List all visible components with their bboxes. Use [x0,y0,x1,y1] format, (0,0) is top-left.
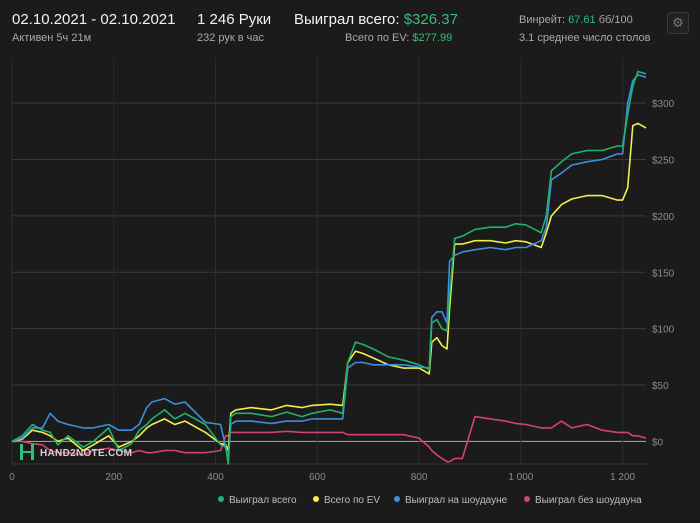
legend-label: Выиграл всего [229,495,297,506]
legend-label: Выиграл на шоудауне [405,495,508,506]
legend-dot-non-showdown [524,496,530,502]
won-total-label: Выиграл всего: [294,11,400,28]
y-tick-label: $250 [652,156,675,167]
hands-per-hour: 232 рук в час [197,32,265,44]
winrate: Винрейт: 67.61 бб/100 [519,14,633,26]
series-line-ev [11,122,647,452]
x-tick-label: 0 [9,472,15,483]
y-tick-label: $200 [652,212,675,223]
ev-total-label: Всего по EV: [345,32,410,44]
x-tick-label: 600 [309,472,326,483]
x-tick-label: 400 [207,472,224,483]
x-tick-label: 1 000 [508,472,533,483]
profit-chart: $0 $50 $100 $150 $200 $250 $300 0 200 400 600 800 1 … [9,58,675,483]
legend-item[interactable]: Всего по EV [313,495,380,506]
legend-dot-showdown [394,496,400,502]
date-range: 02.10.2021 - 02.10.2021 [12,11,176,28]
series-line-non-showdown [12,415,647,463]
watermark: HAND2NOTE.COM [20,444,132,464]
watermark-text: HAND2NOTE.COM [40,448,133,459]
winrate-unit: бб/100 [598,14,633,26]
legend-item[interactable]: Выиграл всего [218,495,297,506]
won-total: Выиграл всего: $326.37 [294,11,458,28]
active-time: Активен 5ч 21м [12,32,92,44]
avg-tables: 3.1 среднее число столов [519,32,651,44]
y-tick-label: $50 [652,381,669,392]
ev-total-value: $277.99 [412,32,453,44]
series-line-showdown [11,74,647,460]
legend-item[interactable]: Выиграл без шоудауна [524,495,642,506]
ev-total: Всего по EV: $277.99 [345,32,452,44]
x-tick-label: 800 [411,472,428,483]
winrate-label: Винрейт: [519,14,566,26]
chart-area: $0 $50 $100 $150 $200 $250 $300 0 200 400 600 800 1 … [0,52,700,523]
legend-label: Выиграл без шоудауна [535,495,642,506]
legend-label: Всего по EV [324,495,381,506]
x-tick-label: 1 200 [610,472,635,483]
y-tick-label: $300 [652,99,675,110]
stats-header: 02.10.2021 - 02.10.2021 Активен 5ч 21м 1… [0,0,700,52]
y-tick-label: $150 [652,268,675,279]
gear-icon[interactable]: ⚙ [667,12,689,34]
legend-dot-won-total [218,496,224,502]
y-tick-label: $100 [652,325,675,336]
legend-item[interactable]: Выиграл на шоудауне [394,495,507,506]
series-line-won-total [11,70,647,465]
hands-count: 1 246 Руки [197,11,272,28]
legend-dot-ev [313,496,319,502]
hand2note-logo-icon [20,444,34,460]
won-total-value: $326.37 [403,11,458,28]
y-tick-label: $0 [652,437,664,448]
legend: Выиграл всего Всего по EV Выиграл на шоу… [0,495,700,511]
x-tick-label: 200 [105,472,122,483]
winrate-value: 67.61 [568,14,596,26]
